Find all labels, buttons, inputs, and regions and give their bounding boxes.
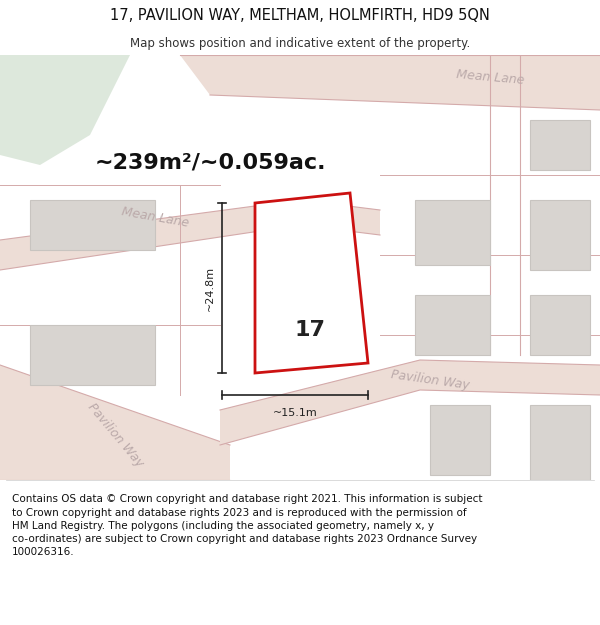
Text: ~24.8m: ~24.8m — [205, 266, 215, 311]
Text: Map shows position and indicative extent of the property.: Map shows position and indicative extent… — [130, 38, 470, 51]
Text: Contains OS data © Crown copyright and database right 2021. This information is : Contains OS data © Crown copyright and d… — [12, 494, 482, 558]
Polygon shape — [0, 200, 380, 270]
Polygon shape — [30, 325, 155, 385]
Text: 17, PAVILION WAY, MELTHAM, HOLMFIRTH, HD9 5QN: 17, PAVILION WAY, MELTHAM, HOLMFIRTH, HD… — [110, 8, 490, 23]
Polygon shape — [220, 360, 600, 445]
Text: Mean Lane: Mean Lane — [455, 68, 524, 86]
Polygon shape — [0, 55, 130, 165]
Polygon shape — [30, 200, 155, 250]
Polygon shape — [530, 295, 590, 355]
Text: Pavilion Way: Pavilion Way — [390, 368, 470, 392]
Polygon shape — [530, 120, 590, 170]
Polygon shape — [265, 275, 340, 340]
Text: 17: 17 — [295, 320, 325, 340]
Polygon shape — [255, 193, 368, 373]
Polygon shape — [430, 405, 490, 475]
Polygon shape — [0, 365, 230, 480]
Text: Pavilion Way: Pavilion Way — [85, 401, 145, 469]
Polygon shape — [530, 405, 590, 480]
Text: ~15.1m: ~15.1m — [272, 408, 317, 418]
Text: ~239m²/~0.059ac.: ~239m²/~0.059ac. — [94, 153, 326, 173]
Text: Mean Lane: Mean Lane — [120, 204, 190, 229]
Polygon shape — [180, 55, 600, 110]
Polygon shape — [530, 200, 590, 270]
Polygon shape — [415, 295, 490, 355]
Polygon shape — [415, 200, 490, 265]
